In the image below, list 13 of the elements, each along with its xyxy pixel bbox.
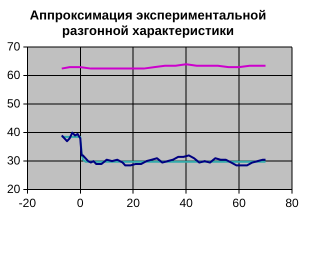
y-tick-label: 30 [6,153,21,168]
x-tick-label: 40 [179,196,194,210]
x-tick-label: 20 [126,196,140,210]
y-tick-label: 40 [6,124,21,139]
chart-title: Аппроксимация экспериментальной разгонной характеристики [30,7,266,38]
y-tick-label: 50 [6,96,21,110]
y-tick-label: 60 [6,68,21,82]
x-tick-label: 0 [76,196,84,210]
x-tick-label: 60 [232,196,246,210]
y-tick-label: 20 [6,182,21,196]
y-tick-label: 70 [6,40,21,54]
x-tick-label: -20 [18,196,36,210]
x-tick-label: 80 [285,196,299,210]
